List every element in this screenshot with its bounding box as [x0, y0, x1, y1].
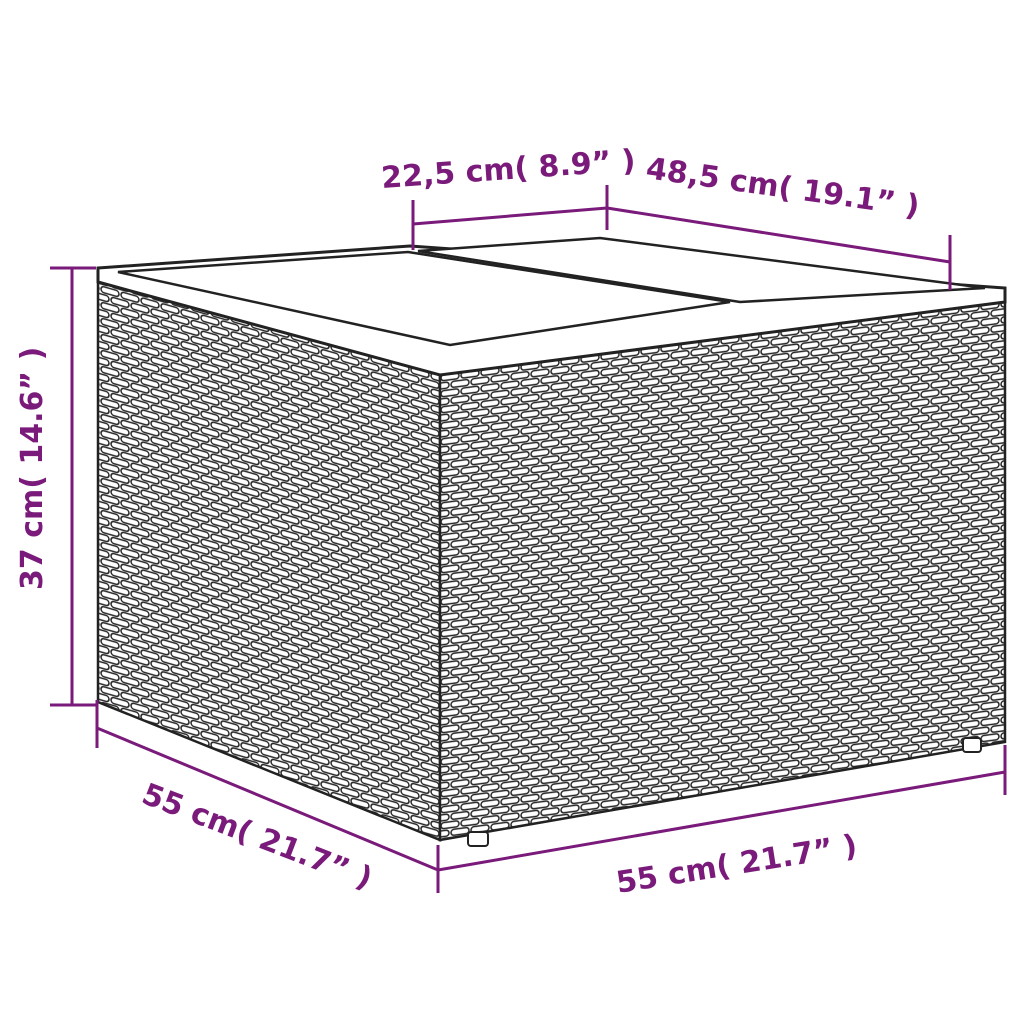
top-panel-dimension-label: 22,5 cm( 8.9” ) — [380, 143, 637, 196]
foot-front — [467, 831, 489, 847]
top-depth-dimension-label: 48,5 cm( 19.1” ) — [644, 151, 922, 224]
dimension-lines — [50, 185, 1007, 893]
foot-right — [962, 737, 982, 753]
front-face — [438, 298, 1007, 842]
left-face — [96, 278, 442, 842]
glass-top-right — [417, 236, 986, 304]
front-width-dimension-label: 55 cm( 21.7” ) — [614, 828, 860, 901]
height-dimension-label: 37 cm( 14.6” ) — [15, 347, 50, 590]
glass-top-left — [117, 250, 731, 347]
box-body — [96, 236, 1007, 847]
